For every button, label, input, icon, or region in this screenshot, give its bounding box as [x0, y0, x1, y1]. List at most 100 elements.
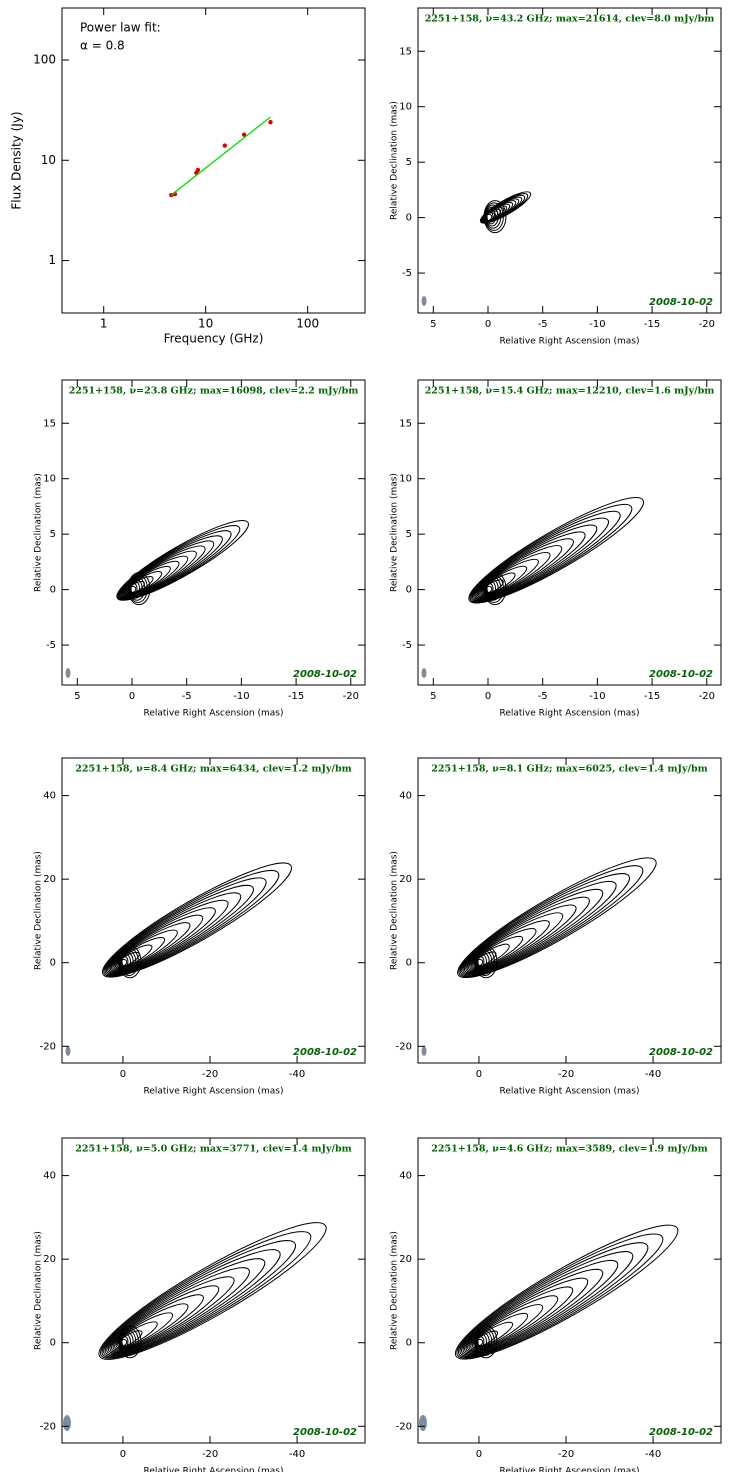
contours: [116, 520, 249, 606]
fit-line: [170, 116, 271, 196]
contour: [462, 1268, 604, 1355]
y-tick-label: -5: [402, 268, 412, 279]
y-tick-label: 40: [399, 1171, 412, 1182]
y-tick-label: 5: [406, 529, 412, 540]
plot-area: [421, 857, 657, 1056]
contour: [120, 1331, 134, 1352]
contour: [484, 204, 502, 229]
panel: 5 0 -5 -10 -15 -20 -5 0 5 10 15 Relative Right Asce…: [34, 379, 366, 719]
panel-title: 2251+158, ν=15.4 GHz; max=12210, clev=1.…: [425, 386, 715, 397]
y-tick-label: 5: [50, 529, 56, 540]
beam: [421, 668, 427, 678]
x-tick-label: -10: [589, 691, 605, 702]
contour: [484, 202, 504, 231]
beam: [65, 1046, 71, 1056]
y-tick-label: 40: [43, 1171, 56, 1182]
contour: [475, 538, 574, 599]
y-tick-label: 20: [43, 874, 56, 885]
y-tick-label: 0: [50, 1338, 56, 1349]
contour: [107, 892, 242, 974]
contour: [457, 1242, 649, 1358]
contour: [485, 208, 497, 225]
y-tick-label: 0: [406, 958, 412, 969]
contour: [456, 1233, 664, 1359]
y-tick-label: 0: [406, 213, 412, 224]
contours: [98, 1222, 327, 1360]
contour: [107, 1276, 235, 1354]
plot-area: [65, 862, 292, 1056]
y-tick-label: -5: [46, 640, 56, 651]
y-axis-label: Relative Declination (mas): [390, 473, 400, 592]
contour: [474, 945, 498, 979]
x-tick-label: -40: [289, 1069, 305, 1080]
plot-area: [419, 1224, 679, 1431]
panel: 0 -20 -40 -20 0 20 40 Relative Right Ascension …: [34, 757, 366, 1097]
contour: [476, 1331, 490, 1352]
frame: [417, 1137, 722, 1444]
contour: [114, 1312, 174, 1350]
x-axis-label: Relative Right Ascension (mas): [499, 1467, 639, 1473]
contour: [118, 1325, 142, 1359]
contour: [121, 1336, 129, 1348]
x-tick-label: 0: [476, 1449, 482, 1460]
y-tick-label: 0: [406, 1338, 412, 1349]
panel: 0 -20 -40 -20 0 20 40 Relative Right Ascension …: [34, 1137, 366, 1476]
contour: [119, 1329, 137, 1354]
contour: [129, 578, 143, 599]
panel-title: 2251+158, ν=23.8 GHz; max=16098, clev=2.…: [69, 386, 359, 397]
plot-area: [63, 1222, 327, 1431]
x-axis-label: Relative Right Ascension (mas): [499, 1087, 639, 1097]
contour: [476, 1334, 488, 1350]
contour: [123, 560, 180, 596]
y-tick-label: 10: [399, 102, 412, 113]
x-tick-label: -40: [645, 1449, 661, 1460]
contour: [459, 1251, 634, 1357]
contour: [470, 935, 524, 969]
x-tick-label: -20: [558, 1449, 574, 1460]
x-tick-label: 5: [430, 319, 436, 330]
contour: [486, 211, 494, 223]
point: [241, 132, 247, 137]
contour: [475, 947, 495, 977]
contour: [474, 1325, 498, 1359]
contour: [454, 1224, 679, 1360]
contour: [110, 1294, 204, 1352]
contour: [119, 949, 137, 974]
y-tick-label: -20: [396, 1421, 412, 1432]
date-label: 2008-10-02: [649, 669, 713, 680]
x-tick-label: -10: [233, 691, 249, 702]
x-tick-label: -5: [538, 319, 548, 330]
contour: [108, 899, 229, 974]
x-tick-label: -15: [288, 691, 304, 702]
date-label: 2008-10-02: [293, 1047, 357, 1058]
point: [268, 119, 273, 125]
panel-title: 2251+158, ν=8.4 GHz; max=6434, clev=1.2 …: [75, 764, 351, 775]
contour: [477, 956, 485, 968]
contour: [471, 517, 609, 601]
contour: [475, 949, 493, 974]
panel-title: 2251+158, ν=43.2 GHz; max=21614, clev=8.…: [425, 14, 715, 25]
contours: [101, 862, 292, 979]
x-tick-label: -20: [558, 1069, 574, 1080]
contour: [120, 954, 132, 970]
x-tick-label: -15: [644, 319, 660, 330]
contour: [129, 580, 141, 597]
plot-area: [169, 116, 273, 198]
contour: [121, 550, 197, 598]
contour: [106, 1267, 250, 1355]
contour: [120, 951, 134, 972]
contours: [454, 1224, 679, 1360]
contour: [465, 904, 577, 973]
point: [222, 143, 228, 148]
contour: [470, 1312, 529, 1350]
x-tick-label: 0: [485, 319, 491, 330]
contour: [461, 1259, 619, 1356]
contour: [112, 922, 191, 971]
panel: 1 10 100 1 10 100 Frequency (GHz) Flux Density …: [10, 7, 366, 346]
contour: [105, 884, 254, 975]
panel: 0 -20 -40 -20 0 20 40 Relative Right Ascension …: [390, 1137, 722, 1476]
contour: [101, 862, 292, 978]
panel: 5 0 -5 -10 -15 -20 -5 0 5 10 15 Relative Right Asce…: [390, 379, 722, 719]
contour: [119, 535, 223, 599]
contour: [118, 530, 232, 600]
